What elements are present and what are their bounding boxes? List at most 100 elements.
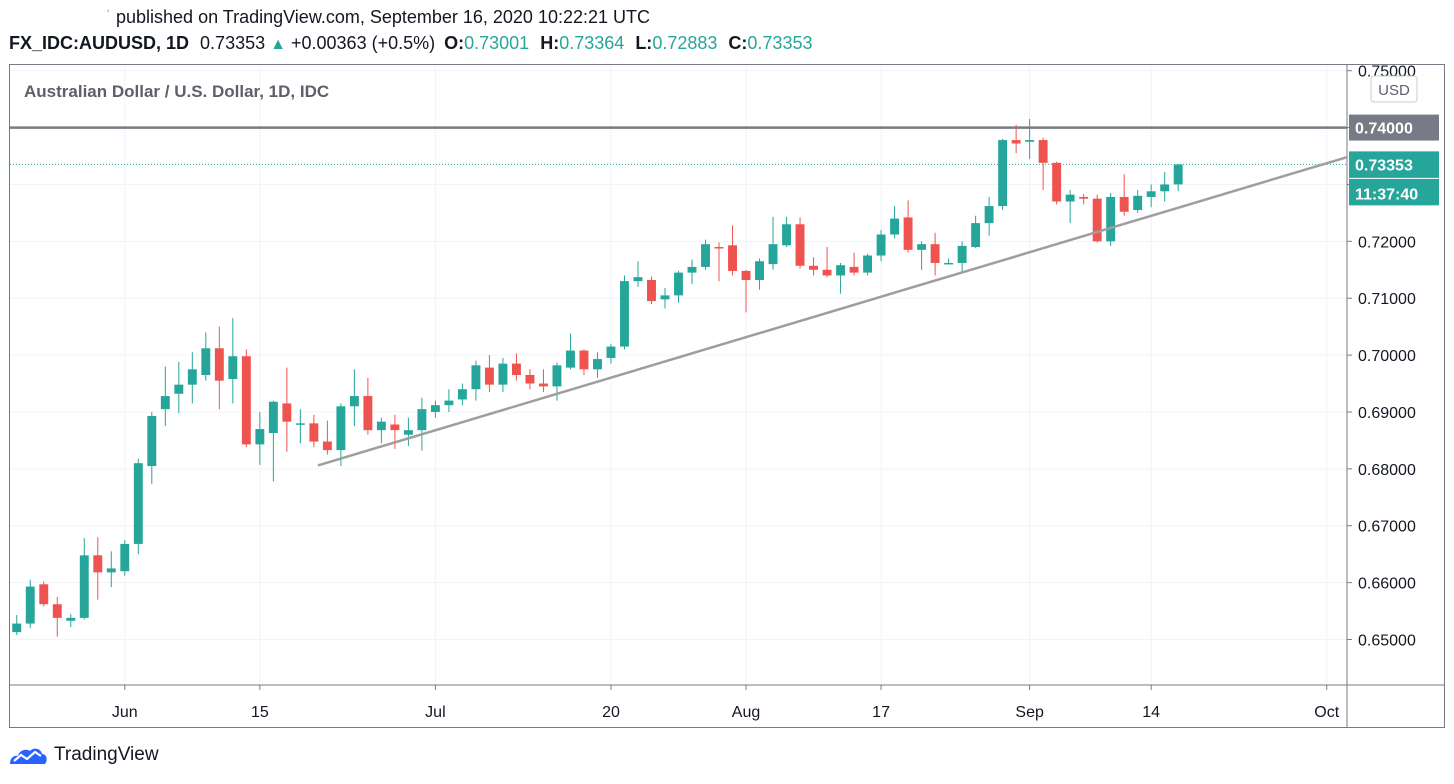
candle[interactable] [417,397,427,451]
candle[interactable] [79,538,89,620]
candle[interactable] [25,579,35,629]
candle-body [322,441,332,451]
candle[interactable] [849,252,859,276]
resistance-badge[interactable]: 0.74000 [1349,114,1439,141]
candle[interactable] [809,257,819,276]
candle[interactable] [39,581,49,607]
candle[interactable] [822,247,832,278]
candle[interactable] [1052,161,1062,205]
candle[interactable] [187,352,197,404]
candle[interactable] [876,229,886,262]
candle[interactable] [836,262,846,294]
candle[interactable] [363,377,373,435]
candle[interactable] [579,349,589,375]
candle[interactable] [174,361,184,414]
candle[interactable] [1011,124,1021,154]
candle[interactable] [525,369,535,390]
candle[interactable] [1146,184,1156,208]
candle[interactable] [120,539,130,576]
candle-body [1025,140,1035,142]
candle[interactable] [728,225,737,276]
candle[interactable] [795,217,805,269]
candle[interactable] [660,287,670,309]
candle[interactable] [984,196,994,236]
candle[interactable] [741,269,751,313]
candle-body [741,270,751,281]
candle[interactable] [701,239,710,270]
candle[interactable] [255,411,265,465]
candle[interactable] [714,242,724,282]
candle[interactable] [444,389,454,412]
candle[interactable] [606,343,616,364]
candle-body [620,281,629,347]
candle[interactable] [133,458,143,555]
candle[interactable] [620,275,629,350]
candle[interactable] [593,352,602,378]
candle[interactable] [687,259,697,284]
candle[interactable] [633,261,643,287]
currency-badge[interactable]: USD [1370,75,1418,103]
candle[interactable] [241,349,251,448]
candle[interactable] [201,332,211,381]
candle[interactable] [957,241,967,273]
candle[interactable] [1038,137,1048,191]
candle[interactable] [998,138,1008,211]
candle[interactable] [336,403,346,467]
candle[interactable] [674,270,683,303]
candle-body [309,423,319,442]
candle[interactable] [647,276,656,304]
candle[interactable] [309,414,319,448]
candle-body [660,295,670,300]
candle[interactable] [1106,192,1116,246]
candle[interactable] [538,369,548,393]
y-tick-label: 0.65000 [1358,632,1416,649]
candle[interactable] [1079,194,1089,205]
last-price-badge[interactable]: 0.73353 11:37:40 [1349,151,1439,206]
candle[interactable] [268,400,278,482]
candle[interactable] [944,258,954,265]
candle[interactable] [106,551,116,588]
candle[interactable] [1119,174,1129,216]
candle[interactable] [782,216,791,248]
grid-lines [10,65,1347,685]
candle[interactable] [484,355,494,393]
candle[interactable] [322,420,332,455]
candle[interactable] [403,417,413,447]
candle[interactable] [228,318,238,404]
candle[interactable] [755,258,764,290]
candle[interactable] [890,206,900,239]
candle[interactable] [160,366,170,427]
candle[interactable] [282,367,292,452]
candle[interactable] [376,417,386,444]
candle[interactable] [147,411,157,485]
candle[interactable] [768,216,778,270]
candle[interactable] [349,369,359,427]
candle[interactable] [498,357,508,393]
candle[interactable] [1092,194,1102,243]
candle[interactable] [66,613,76,627]
candle[interactable] [1133,190,1143,213]
candle[interactable] [12,615,22,635]
candle[interactable] [430,400,440,418]
candle[interactable] [93,537,103,600]
support-trendline[interactable] [317,155,1348,467]
candle[interactable] [903,200,913,253]
candle[interactable] [1160,171,1170,202]
candle[interactable] [457,383,467,406]
candle[interactable] [511,353,521,381]
candle[interactable] [1173,163,1183,192]
footer-brand[interactable]: TradingView [8,744,159,766]
candle[interactable] [971,215,981,249]
candle[interactable] [295,409,305,444]
candle[interactable] [471,360,481,401]
candle[interactable] [863,253,873,276]
candle[interactable] [214,326,224,410]
candle[interactable] [930,232,940,276]
candle[interactable] [566,333,575,370]
candle[interactable] [1025,119,1035,159]
candle[interactable] [917,241,927,270]
symbol-name[interactable]: FX_IDC:AUDUSD, 1D [9,33,190,53]
candle[interactable] [1065,190,1075,224]
candle[interactable] [52,596,62,637]
